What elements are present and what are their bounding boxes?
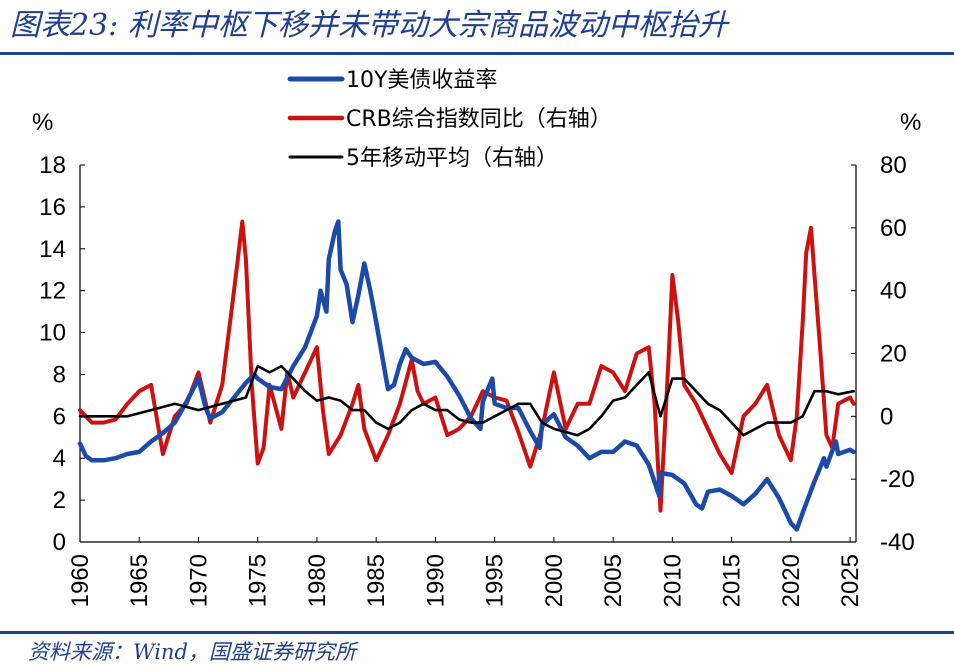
x-tick-label: 1985 bbox=[363, 554, 390, 607]
x-tick-label: 1960 bbox=[67, 554, 94, 607]
series-line-1 bbox=[78, 219, 856, 513]
chart-series-lines bbox=[77, 219, 856, 532]
y-left-tick-label: 12 bbox=[39, 278, 66, 305]
y-left-tick-label: 10 bbox=[39, 320, 66, 347]
source-note: 资料来源：Wind，国盛证券研究所 bbox=[28, 640, 356, 664]
y-right-tick-label: -20 bbox=[880, 466, 915, 493]
y-right-tick-label: 80 bbox=[880, 152, 907, 179]
x-tick-label: 2010 bbox=[659, 554, 686, 607]
legend-label-0: 10Y美债收益率 bbox=[346, 68, 497, 93]
y-left-tick-label: 14 bbox=[39, 236, 66, 263]
y-axis-left-unit-label: % bbox=[32, 109, 53, 136]
x-tick-label: 1970 bbox=[185, 554, 212, 607]
y-left-tick-label: 4 bbox=[53, 445, 66, 472]
title-rule bbox=[0, 52, 954, 55]
y-left-tick-label: 16 bbox=[39, 194, 66, 221]
y-right-tick-label: 20 bbox=[880, 341, 907, 368]
x-tick-label: 1975 bbox=[245, 554, 272, 607]
y-axis-right-unit-label: % bbox=[900, 109, 921, 136]
x-tick-label: 2025 bbox=[837, 554, 864, 607]
y-left-tick-label: 8 bbox=[53, 361, 66, 388]
y-left-tick-label: 18 bbox=[39, 152, 66, 179]
y-right-tick-label: -40 bbox=[880, 529, 915, 556]
x-tick-label: 1990 bbox=[422, 554, 449, 607]
x-tick-label: 1965 bbox=[126, 554, 153, 607]
x-tick-label: 2015 bbox=[719, 554, 746, 607]
x-tick-label: 2020 bbox=[778, 554, 805, 607]
y-right-tick-label: 0 bbox=[880, 403, 893, 430]
y-right-tick-label: 60 bbox=[880, 215, 907, 242]
chart-legend: 10Y美债收益率 CRB综合指数同比（右轴） 5年移动平均（右轴） bbox=[287, 68, 612, 171]
figure-title: 图表23: 利率中枢下移并未带动大宗商品波动中枢抬升 bbox=[10, 8, 728, 43]
source-rule bbox=[0, 631, 954, 634]
x-tick-label: 1995 bbox=[482, 554, 509, 607]
x-tick-label: 2000 bbox=[541, 554, 568, 607]
x-tick-label: 1980 bbox=[304, 554, 331, 607]
series-line-0 bbox=[77, 219, 856, 532]
y-left-tick-label: 0 bbox=[53, 529, 66, 556]
legend-label-1: CRB综合指数同比（右轴） bbox=[346, 107, 612, 132]
y-left-tick-label: 2 bbox=[53, 487, 66, 514]
legend-label-2: 5年移动平均（右轴） bbox=[346, 146, 558, 171]
y-left-tick-label: 6 bbox=[53, 403, 66, 430]
y-right-tick-label: 40 bbox=[880, 278, 907, 305]
series-line-2 bbox=[78, 364, 855, 437]
x-tick-label: 2005 bbox=[600, 554, 627, 607]
chart-axes: 0 2 4 6 8 10 12 14 16 18 -40 -20 0 20 40 60 80 1960 1965 19… bbox=[39, 152, 914, 607]
